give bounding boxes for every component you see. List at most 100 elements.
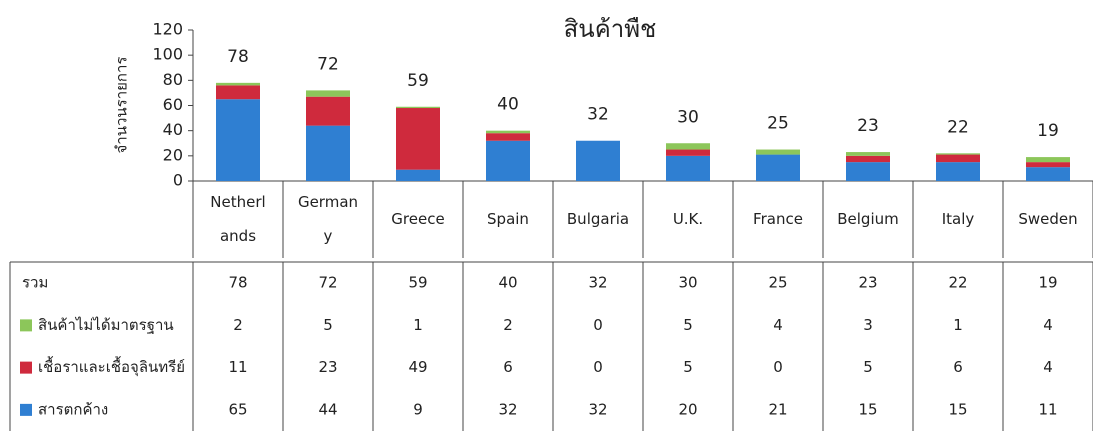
table-cell: 65 xyxy=(228,400,247,418)
x-tick-label: Belgium xyxy=(837,210,899,228)
y-axis-label: จำนวนรายการ xyxy=(113,57,131,154)
bar-segment xyxy=(756,154,800,181)
table-cell: 3 xyxy=(863,316,873,334)
table-cell: 5 xyxy=(683,316,693,334)
y-tick-label: 100 xyxy=(152,45,183,64)
table-cell: 20 xyxy=(678,400,697,418)
y-tick-label: 60 xyxy=(163,95,183,114)
table-cell: 30 xyxy=(678,274,697,292)
bar-segment xyxy=(216,82,260,86)
bar-segment xyxy=(486,133,530,141)
x-tick-label: France xyxy=(753,210,803,228)
table-cell: 59 xyxy=(408,274,427,292)
total-label: 40 xyxy=(497,95,519,115)
y-tick-label: 40 xyxy=(163,120,183,139)
legend-swatch xyxy=(20,319,32,332)
x-tick-label: U.K. xyxy=(673,210,703,228)
x-tick-label: Bulgaria xyxy=(567,210,629,228)
table-cell: 0 xyxy=(593,316,603,334)
legend-label: สินค้าไม่ได้มาตรฐาน xyxy=(38,316,174,334)
table-cell: 22 xyxy=(948,274,967,292)
table-cell: 6 xyxy=(503,358,513,376)
total-label: 25 xyxy=(767,114,789,134)
x-tick-label: y xyxy=(324,227,333,245)
y-tick-label: 80 xyxy=(163,70,183,89)
x-tick-label: Greece xyxy=(391,210,444,228)
legend-label: เชื้อราและเชื้อจุลินทรีย์ xyxy=(38,356,185,377)
x-tick-label: German xyxy=(298,193,358,211)
bar-segment xyxy=(306,96,350,126)
bar-segment xyxy=(936,162,980,181)
bar-segment xyxy=(666,149,710,156)
total-label: 22 xyxy=(947,117,969,137)
table-cell: 25 xyxy=(768,274,787,292)
table-cell: 2 xyxy=(233,316,243,334)
table-cell: 19 xyxy=(1038,274,1057,292)
table-cell: 1 xyxy=(953,316,963,334)
x-tick-label: Italy xyxy=(942,210,975,228)
bar-segment xyxy=(486,130,530,134)
table-cell: 11 xyxy=(1038,400,1057,418)
bar-segment xyxy=(216,99,260,181)
y-tick-label: 120 xyxy=(152,20,183,39)
table-cell: 5 xyxy=(323,316,333,334)
bar-segment xyxy=(396,108,440,170)
total-label: 23 xyxy=(857,116,879,136)
total-label: 19 xyxy=(1037,121,1059,141)
bar-segment xyxy=(306,90,350,97)
bar-segment xyxy=(936,154,980,163)
x-tick-label: Spain xyxy=(487,210,529,228)
table-cell: 15 xyxy=(858,400,877,418)
legend-label: สารตกค้าง xyxy=(38,400,108,418)
legend-swatch xyxy=(20,403,32,416)
bar-segment xyxy=(1026,162,1070,168)
bar-segment xyxy=(846,152,890,156)
table-cell: 0 xyxy=(773,358,783,376)
table-cell: 40 xyxy=(498,274,517,292)
table-cell: 4 xyxy=(1043,358,1053,376)
x-tick-label: ands xyxy=(220,227,256,245)
bar-segment xyxy=(666,155,710,181)
table-cell: 32 xyxy=(498,400,517,418)
bar-segment xyxy=(486,140,530,181)
table-cell: 1 xyxy=(413,316,423,334)
bar-segment xyxy=(576,140,620,181)
table-cell: 5 xyxy=(683,358,693,376)
table-cell: 9 xyxy=(413,400,423,418)
table-cell: 4 xyxy=(1043,316,1053,334)
total-label: 32 xyxy=(587,105,609,125)
table-cell: 49 xyxy=(408,358,427,376)
table-cell: 15 xyxy=(948,400,967,418)
total-label: 72 xyxy=(317,54,339,74)
table-cell: 72 xyxy=(318,274,337,292)
table-cell: 2 xyxy=(503,316,513,334)
total-label: 30 xyxy=(677,107,699,127)
table-cell: 21 xyxy=(768,400,787,418)
bar-segment xyxy=(1026,167,1070,181)
table-cell: 6 xyxy=(953,358,963,376)
bar-segment xyxy=(396,169,440,181)
y-tick-label: 20 xyxy=(163,145,183,164)
chart-title: สินค้าพืช xyxy=(564,15,657,43)
table-cell: 32 xyxy=(588,274,607,292)
legend-swatch xyxy=(20,361,32,374)
bar-segment xyxy=(666,143,710,150)
total-label: 78 xyxy=(227,47,249,67)
bar-segment xyxy=(756,149,800,155)
bar-segment xyxy=(396,106,440,109)
bar-segment xyxy=(216,85,260,100)
bar-segment xyxy=(846,162,890,181)
y-tick-label: 0 xyxy=(173,171,183,190)
table-cell: 5 xyxy=(863,358,873,376)
table-cell: 23 xyxy=(858,274,877,292)
bar-segment xyxy=(1026,157,1070,163)
total-label: 59 xyxy=(407,71,429,91)
table-cell: 78 xyxy=(228,274,247,292)
table-cell: 0 xyxy=(593,358,603,376)
bar-segment xyxy=(936,153,980,155)
x-tick-label: Netherl xyxy=(210,193,265,211)
bar-segment xyxy=(846,155,890,163)
x-tick-label: Sweden xyxy=(1018,210,1077,228)
